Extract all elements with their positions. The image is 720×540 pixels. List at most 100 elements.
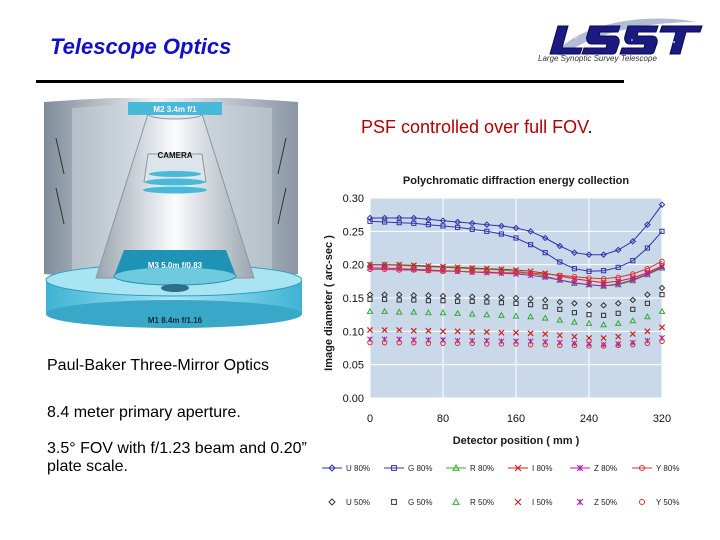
- data-point: [396, 267, 402, 273]
- data-point: [527, 228, 534, 235]
- data-point: [571, 279, 578, 286]
- data-point: [600, 321, 608, 328]
- series-line: [370, 260, 663, 280]
- data-point: [541, 234, 549, 242]
- data-point: [366, 307, 374, 314]
- data-point: [644, 245, 650, 251]
- data-point: [454, 218, 461, 226]
- data-point: [658, 284, 666, 292]
- data-point: [659, 258, 665, 265]
- legend-item: G 50%: [391, 498, 432, 507]
- data-point: [512, 224, 520, 232]
- data-point: [484, 341, 490, 347]
- data-point: [440, 298, 446, 304]
- data-point: [454, 292, 461, 300]
- y-axis-title: Image diameter ( arc-sec ): [323, 235, 335, 371]
- data-point: [483, 221, 491, 228]
- psf-chart: Polychromatic diffraction energy collect…: [322, 175, 679, 507]
- data-point: [469, 298, 475, 304]
- data-point: [455, 224, 461, 230]
- data-point: [527, 270, 534, 277]
- data-point: [498, 341, 505, 347]
- data-point: [439, 309, 447, 316]
- y-tick-labels: 0.00 0.05 0.10 0.15 0.20 0.25 0.30: [343, 193, 364, 405]
- bullet-fov: 3.5° FOV with f/1.23 beam and 0.20” plat…: [47, 440, 307, 475]
- data-point: [615, 310, 621, 316]
- data-point: [469, 340, 475, 347]
- data-point: [454, 309, 462, 316]
- legend-marker: [391, 465, 397, 471]
- data-point: [411, 339, 417, 346]
- series-u-50-: [366, 284, 666, 309]
- data-point: [629, 317, 637, 324]
- data-point: [513, 300, 519, 306]
- data-point: [600, 275, 607, 282]
- data-point: [366, 326, 374, 334]
- data-point: [454, 268, 461, 275]
- data-point: [381, 266, 388, 273]
- data-point: [366, 214, 374, 222]
- data-point: [615, 342, 621, 349]
- legend-item: Y 50%: [638, 498, 679, 507]
- data-point: [396, 339, 402, 346]
- data-point: [557, 306, 563, 312]
- chart-series: [366, 201, 666, 349]
- chart-title: Polychromatic diffraction energy collect…: [403, 175, 629, 187]
- data-point: [498, 222, 505, 230]
- data-point: [615, 333, 622, 340]
- legend-marker: [452, 497, 460, 505]
- data-point: [644, 271, 651, 277]
- legend-label: G 50%: [408, 498, 432, 507]
- legend-marker: [328, 464, 336, 472]
- data-point: [600, 251, 607, 258]
- data-point: [410, 327, 417, 334]
- data-point: [629, 296, 637, 304]
- legend-marker: [328, 498, 336, 506]
- legend-label: Z 80%: [594, 464, 617, 473]
- legend-item: U 50%: [328, 498, 370, 507]
- data-point: [527, 341, 534, 348]
- data-point: [425, 292, 432, 299]
- data-point: [497, 311, 505, 318]
- data-point: [585, 251, 593, 258]
- data-point: [381, 214, 388, 222]
- legend-item: Y 80%: [632, 464, 679, 473]
- data-point: [367, 296, 373, 302]
- legend-item: I 80%: [508, 464, 552, 473]
- legend-label: I 50%: [532, 498, 552, 507]
- psf-heading: PSF controlled over full FOV.: [361, 117, 592, 138]
- legend-label: I 80%: [532, 464, 552, 473]
- data-point: [571, 342, 578, 349]
- data-point: [615, 264, 621, 270]
- data-point: [440, 340, 446, 347]
- data-point: [615, 274, 621, 281]
- chart-legend: U 80% G 80% R 80% I 80% Z 80% Y 80% U 50% G 50%…: [322, 463, 679, 507]
- data-point: [382, 296, 388, 302]
- data-point: [512, 294, 520, 302]
- x-tick-label: 320: [653, 413, 671, 425]
- data-point: [483, 311, 491, 318]
- data-point: [395, 308, 403, 315]
- data-point: [454, 340, 461, 347]
- legend-marker: [452, 463, 460, 471]
- series-g-50-: [367, 292, 665, 318]
- legend-label: Z 50%: [594, 498, 617, 507]
- data-point: [381, 326, 388, 334]
- legend-marker: [576, 498, 584, 506]
- data-point: [643, 313, 651, 320]
- data-point: [439, 328, 447, 335]
- y-tick-label: 0.20: [343, 260, 364, 272]
- data-point: [527, 330, 534, 337]
- psf-heading-text: PSF controlled over full FOV: [361, 117, 588, 137]
- data-point: [585, 301, 593, 308]
- legend-marker: [638, 464, 646, 472]
- data-point: [498, 294, 505, 301]
- y-tick-label: 0.10: [343, 326, 364, 338]
- data-point: [614, 319, 622, 326]
- data-point: [469, 226, 475, 232]
- data-point: [425, 327, 432, 334]
- legend-label: R 50%: [470, 498, 494, 507]
- data-point: [557, 342, 563, 349]
- data-point: [601, 312, 607, 318]
- data-point: [585, 319, 593, 326]
